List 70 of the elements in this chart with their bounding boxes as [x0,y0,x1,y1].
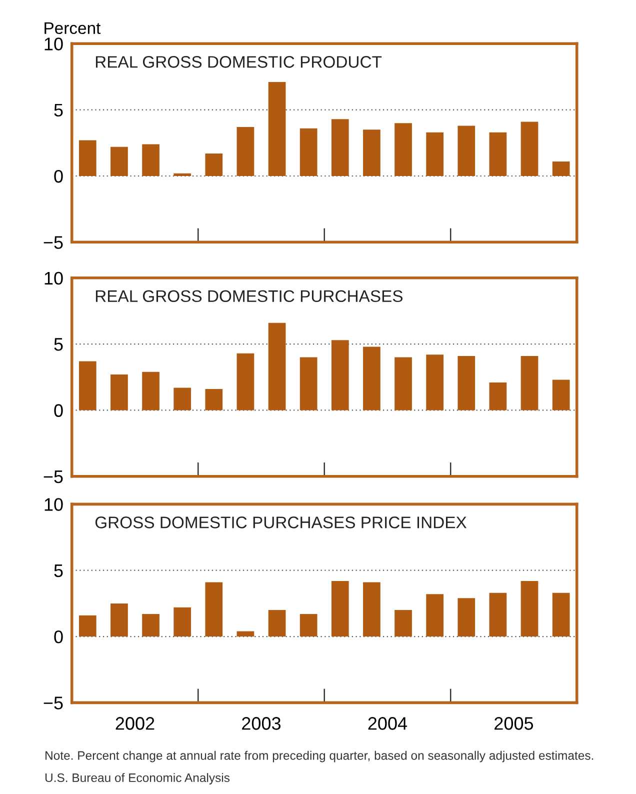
bar [205,582,223,637]
y-tick-label: 0 [54,170,63,183]
y-axis-title: Percent [44,22,101,34]
bar [363,346,380,410]
bar [142,144,160,176]
y-tick-label: −5 [44,236,63,249]
bar [552,592,570,637]
x-tick-label: 2005 [494,717,534,730]
x-tick-label: 2002 [116,717,154,730]
text: U.S. Bureau of Economic Analysis [45,773,230,784]
bar [268,322,286,410]
bar [236,353,254,410]
bar [489,382,507,410]
bar [458,598,476,637]
bar [552,380,570,410]
bar [142,614,160,637]
bar [300,357,318,410]
y-tick-label: 10 [44,38,63,50]
bar [458,356,476,410]
bar [331,340,349,410]
x-tick-label: 2003 [242,717,281,730]
bar [394,610,412,637]
bar [268,610,286,637]
bar [331,580,349,637]
y-tick-label: 0 [54,404,63,417]
bar [520,580,538,637]
bar [489,132,507,176]
x-tick-label: 2004 [368,717,408,730]
bar [363,130,380,176]
bar [236,127,254,176]
bar [78,615,96,637]
bar [426,132,444,176]
bar [426,354,444,410]
bar [458,126,476,176]
text: REAL GROSS DOMESTIC PRODUCT [96,56,382,68]
text: GROSS DOMESTIC PURCHASES PRICE INDEX [95,516,467,528]
bar [78,140,96,176]
y-tick-label: −5 [44,470,63,484]
bar [300,614,318,637]
bar [174,173,192,176]
y-tick-label: 5 [54,104,63,117]
bar [205,154,223,176]
bar [520,356,538,410]
bar [174,388,192,410]
text: Note. Percent change at annual rate from preceding quarter, based on seasonally adjusted estimates. [46,750,594,762]
bar [426,594,444,637]
bar [520,122,538,176]
bar [174,607,192,637]
bar [236,631,254,637]
text: REAL GROSS DOMESTIC PURCHASES [96,290,403,302]
bar [394,357,412,410]
bar [489,592,507,637]
bar [110,603,128,637]
bar [331,119,349,176]
y-tick-label: 0 [54,630,63,644]
bar [110,146,128,176]
bar [205,389,223,410]
y-tick-label: 5 [54,338,63,351]
bar [110,374,128,410]
bar [394,123,412,176]
y-tick-label: −5 [44,696,63,710]
bar [142,372,160,410]
y-tick-label: 5 [54,564,63,578]
bar [363,582,380,637]
y-tick-label: 10 [44,498,63,511]
bar [552,161,570,176]
bar [300,128,318,176]
bar [78,361,96,410]
bar [268,82,286,176]
y-tick-label: 10 [44,272,63,285]
